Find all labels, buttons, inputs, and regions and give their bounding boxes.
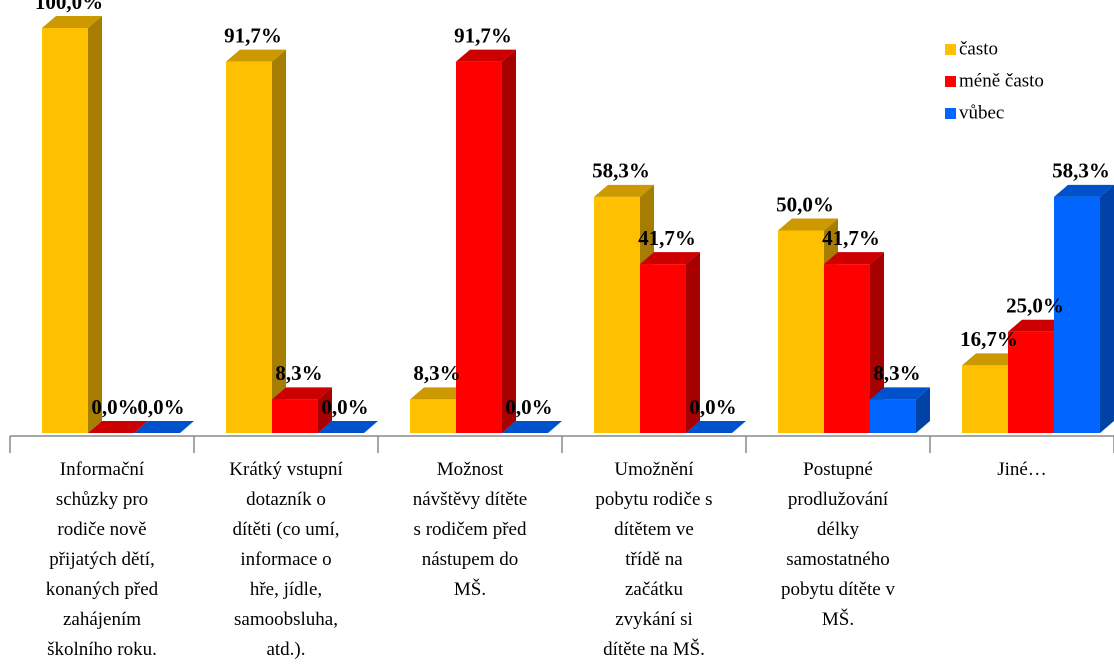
data-label: 0,0%: [137, 395, 184, 419]
bar-front: [42, 28, 88, 433]
x-tick-label: Umožnění pobytu rodiče s dítětem ve tříd…: [595, 459, 713, 660]
bar-front: [870, 399, 916, 433]
legend-label: méně často: [959, 70, 1044, 91]
legend-label: vůbec: [959, 102, 1004, 123]
bar-side: [686, 252, 700, 433]
bar-front: [778, 230, 824, 433]
data-label: 8,3%: [275, 361, 322, 385]
data-label: 8,3%: [413, 361, 460, 385]
bar-top: [502, 421, 562, 433]
data-label: 91,7%: [224, 23, 282, 47]
bar-front: [226, 61, 272, 434]
data-label: 16,7%: [960, 327, 1018, 351]
bar-front: [456, 61, 502, 434]
bar: [318, 421, 378, 433]
data-label: 25,0%: [1006, 294, 1064, 318]
x-tick-label: Možnost návštěvy dítěte s rodičem před n…: [412, 459, 528, 600]
bar-top: [778, 218, 838, 231]
bar-front: [962, 365, 1008, 433]
bar-top: [88, 421, 148, 433]
bar-top: [962, 353, 1022, 366]
x-tick-label: Jiné…: [997, 459, 1047, 480]
bar-front: [272, 399, 318, 433]
bar: [1054, 184, 1114, 433]
bar-side: [870, 252, 884, 433]
bar: [42, 16, 102, 433]
bar-top: [1054, 184, 1114, 197]
bar-top: [134, 421, 194, 433]
bar: [226, 49, 286, 434]
bar: [686, 421, 746, 433]
bar: [88, 421, 148, 433]
bar-side: [318, 387, 332, 433]
bar: [640, 252, 700, 433]
bar-top: [456, 49, 516, 62]
bar-top: [1008, 319, 1068, 332]
bar-top: [410, 387, 470, 400]
bar-top: [318, 421, 378, 433]
bar: [502, 421, 562, 433]
bar-top: [272, 387, 332, 400]
x-tick-label: Postupné prodlužování délky samostatného…: [781, 459, 895, 630]
x-tick-label: Krátký vstupní dotazník o dítěti (co umí…: [229, 459, 343, 660]
bar-top: [42, 16, 102, 28]
bar-side: [916, 387, 930, 433]
data-label: 58,3%: [592, 159, 650, 183]
bar-front: [824, 264, 870, 433]
bar: [824, 252, 884, 433]
data-label: 8,3%: [873, 361, 920, 385]
data-label: 58,3%: [1052, 159, 1110, 183]
legend-label: často: [959, 38, 998, 59]
bar-side: [1100, 184, 1114, 433]
bar-top: [594, 184, 654, 197]
data-label: 41,7%: [638, 226, 696, 250]
bar-front: [410, 399, 456, 433]
bar-top: [640, 252, 700, 265]
bar-side: [272, 49, 286, 434]
data-label: 0,0%: [689, 395, 736, 419]
bar-side: [502, 49, 516, 434]
bar-front: [1008, 331, 1054, 433]
bar-top: [824, 252, 884, 265]
legend-swatch: [945, 76, 956, 87]
x-tick-label: Informační schůzky pro rodiče nově přija…: [45, 459, 159, 660]
bar-front: [640, 264, 686, 433]
bar: [870, 387, 930, 433]
data-label: 50,0%: [776, 192, 834, 216]
data-label: 0,0%: [321, 395, 368, 419]
bar-top: [226, 49, 286, 62]
data-label: 91,7%: [454, 23, 512, 47]
data-label: 100,0%: [35, 0, 103, 14]
bar-top: [870, 387, 930, 400]
bar-front: [594, 196, 640, 433]
legend-swatch: [945, 108, 956, 119]
bar: [272, 387, 332, 433]
bar-front: [1054, 196, 1100, 433]
legend-swatch: [945, 44, 956, 55]
data-label: 0,0%: [91, 395, 138, 419]
data-label: 0,0%: [505, 395, 552, 419]
bar-side: [88, 16, 102, 433]
data-label: 41,7%: [822, 226, 880, 250]
bar-top: [686, 421, 746, 433]
bar: [134, 421, 194, 433]
bar: [456, 49, 516, 434]
